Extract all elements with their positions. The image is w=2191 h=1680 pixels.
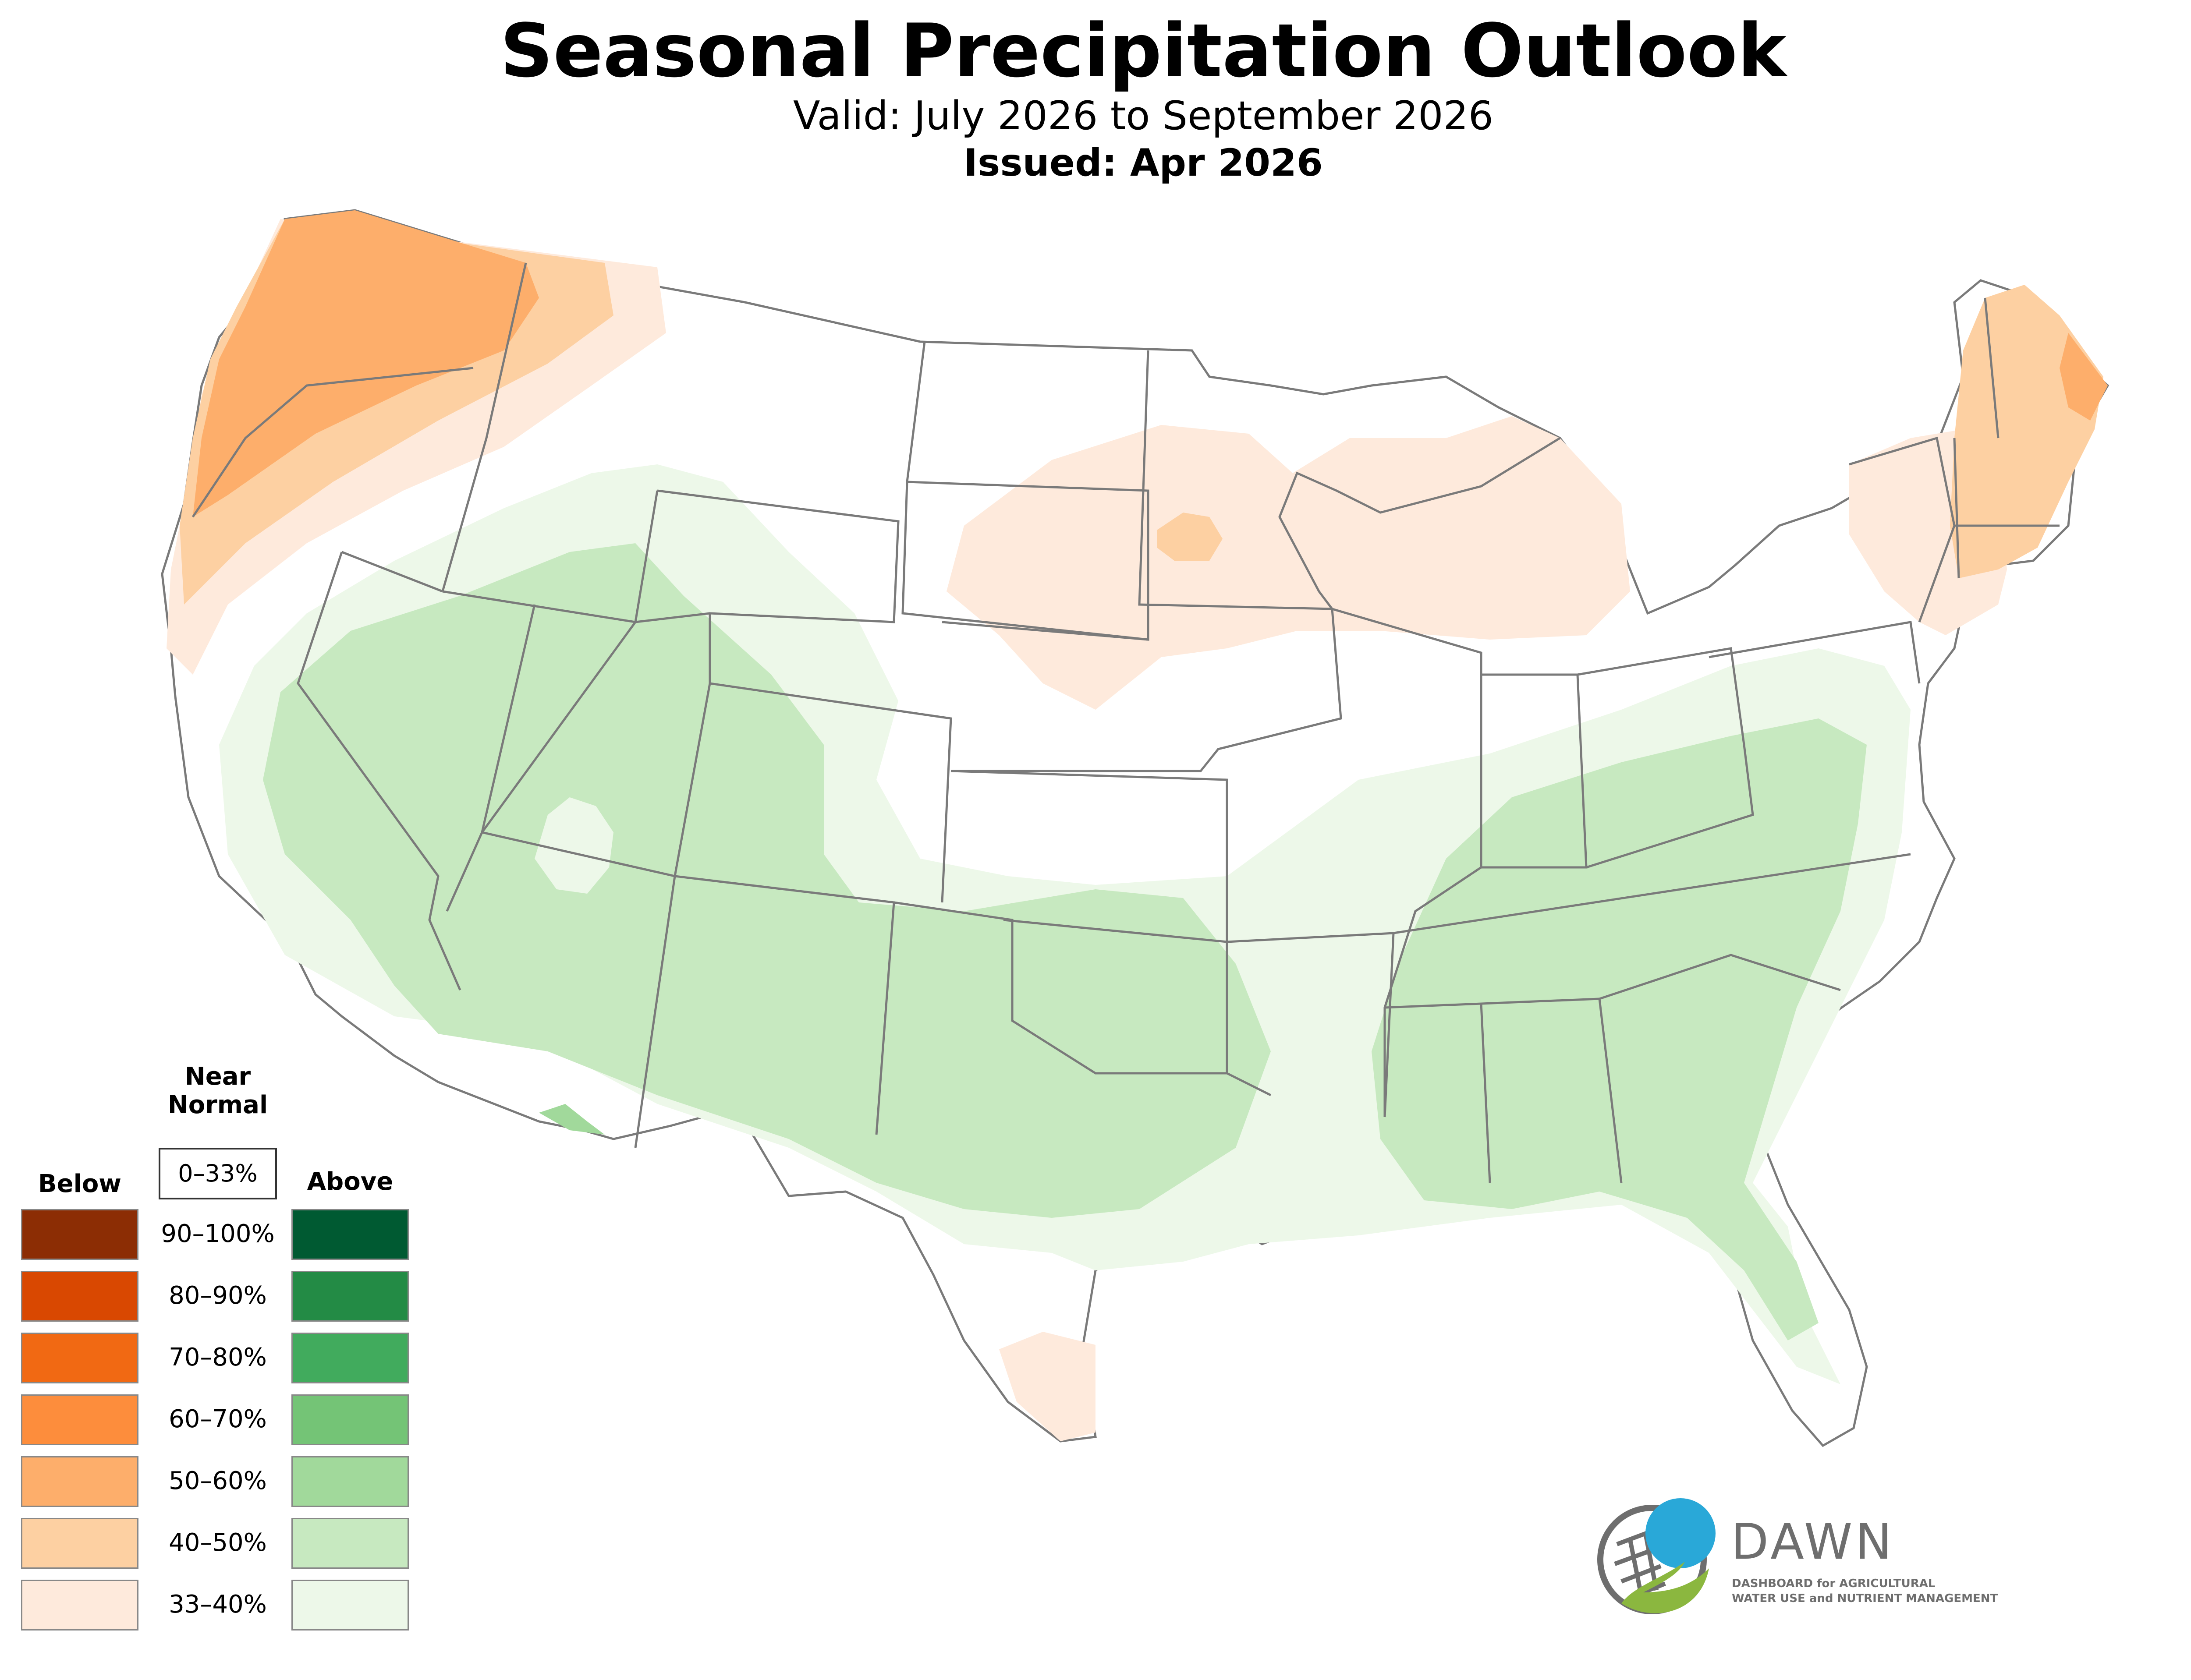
legend-below-header: Below [38, 1170, 122, 1198]
legend-range-label: 90–100% [161, 1220, 275, 1248]
legend-below-swatch [21, 1209, 138, 1260]
minnesota-below-40-50 [1157, 513, 1223, 561]
utah-near-normal-hole [535, 797, 613, 894]
west-above-40-50 [263, 543, 1271, 1218]
dawn-logo-mark [1597, 1498, 1716, 1614]
legend-below-swatch [21, 1271, 138, 1322]
legend-above-swatch [291, 1333, 409, 1383]
legend-above-swatch [291, 1518, 409, 1569]
pacific-nw-below-50-60 [193, 210, 539, 517]
legend-range-label: 60–70% [169, 1405, 267, 1433]
legend-above-header: Above [307, 1167, 394, 1196]
legend-below-swatch [21, 1518, 138, 1569]
new-england-below-40-50 [1950, 285, 2103, 578]
dawn-logo-subtitle-2: WATER USE and NUTRIENT MANAGEMENT [1732, 1592, 1998, 1605]
below-normal-areas [167, 210, 2108, 1441]
legend-near-line2: Normal [167, 1091, 268, 1119]
arizona-above-50-60 [539, 1104, 605, 1135]
maine-below-50-60 [2060, 333, 2108, 421]
issued-date: Issued: Apr 2026 [964, 141, 1323, 185]
legend-near-normal-range: 0–33% [159, 1148, 277, 1199]
legend-range-label: 33–40% [169, 1590, 267, 1619]
logo-blue-drop [1645, 1498, 1716, 1568]
legend-range-label: 40–50% [169, 1528, 267, 1557]
legend-below-swatch [21, 1456, 138, 1507]
dawn-logo-subtitle-1: DASHBOARD for AGRICULTURAL [1732, 1577, 1936, 1590]
valid-period: Valid: July 2026 to September 2026 [793, 93, 1493, 139]
logo-green-leaf [1621, 1562, 1709, 1613]
state-borders [191, 262, 2060, 1183]
legend-above-swatch [291, 1271, 409, 1322]
legend-below-swatch [21, 1580, 138, 1630]
legend-below-swatch [21, 1333, 138, 1383]
legend-above-swatch [291, 1456, 409, 1507]
legend-range-label: 50–60% [169, 1467, 267, 1495]
legend-range-label: 80–90% [169, 1281, 267, 1310]
legend-range-label: 70–80% [169, 1343, 267, 1372]
southeast-above-40-50 [1372, 718, 1867, 1340]
map-title: Seasonal Precipitation Outlook [500, 8, 1787, 94]
legend-above-swatch [291, 1209, 409, 1260]
legend-above-swatch [291, 1580, 409, 1630]
legend-near-line1: Near [184, 1062, 251, 1091]
logo-field-grid [1614, 1529, 1666, 1599]
dawn-logo-name: DAWN [1731, 1514, 1895, 1570]
south-texas-below-33-40 [999, 1332, 1096, 1441]
legend-above-swatch [291, 1394, 409, 1445]
legend-below-swatch [21, 1394, 138, 1445]
legend-near-normal-header: Near Normal [159, 1062, 277, 1119]
